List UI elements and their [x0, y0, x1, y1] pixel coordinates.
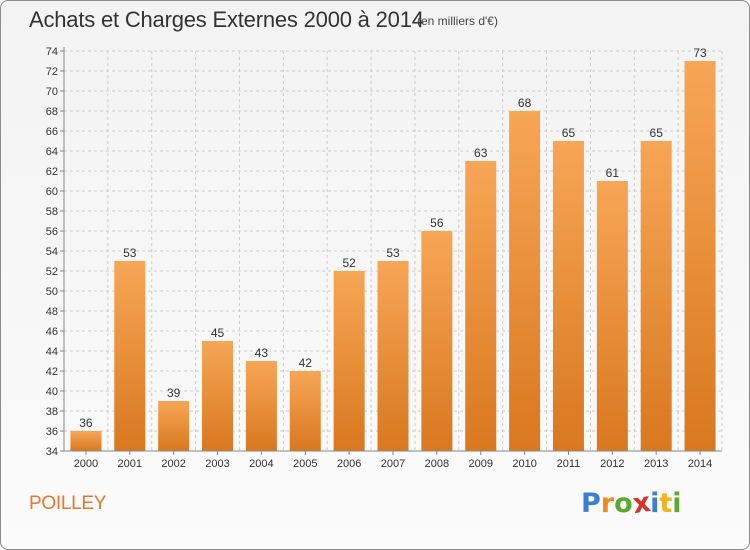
data-label: 36	[79, 416, 93, 430]
y-tick-label: 58	[46, 206, 58, 218]
bar	[509, 111, 541, 451]
data-label: 43	[255, 346, 269, 360]
chart-title: Achats et Charges Externes 2000 à 2014	[29, 7, 424, 32]
labels: 36 53 39 45 43 42 52 53 56 63 68 65 61 65 73	[79, 46, 707, 430]
data-label: 61	[606, 166, 620, 180]
bar	[114, 261, 146, 451]
logo-letter: i	[650, 488, 660, 519]
bar	[289, 371, 321, 451]
x-tick-label: 2011	[557, 458, 581, 470]
y-tick-label: 62	[46, 166, 58, 178]
y-tick-label: 68	[46, 106, 58, 118]
x-tick-label: 2013	[644, 458, 668, 470]
logo-letter: P	[581, 488, 601, 519]
data-label: 45	[211, 326, 225, 340]
bar	[245, 361, 277, 451]
x-tick-label: 2001	[118, 458, 142, 470]
y-tick-label: 48	[46, 306, 58, 318]
x-tick-label: 2008	[425, 458, 449, 470]
y-tick-label: 44	[46, 346, 58, 358]
y-tick-label: 42	[46, 366, 58, 378]
y-tick-label: 60	[46, 186, 58, 198]
logo-letter: o	[614, 488, 633, 519]
y-tick-label: 64	[46, 146, 58, 158]
x-tick-label: 2003	[205, 458, 229, 470]
data-label: 65	[562, 126, 576, 140]
commune-name: POILLEY	[29, 493, 107, 514]
y-tick-label: 74	[46, 46, 58, 58]
bar	[158, 401, 190, 451]
bar	[202, 341, 234, 451]
data-label: 63	[474, 146, 488, 160]
data-label: 53	[123, 246, 137, 260]
proxiti-logo: Proxiti	[581, 486, 682, 521]
data-label: 73	[693, 46, 707, 60]
axes: 34 36 38 40 42 44 46 48 50 52 54 56 58 60 62 64 66 68 70 72…	[46, 46, 722, 470]
data-label: 52	[342, 256, 356, 270]
bar	[684, 61, 716, 451]
y-tick-label: 66	[46, 126, 58, 138]
bar	[465, 161, 497, 451]
y-tick-label: 70	[46, 86, 58, 98]
x-tick-label: 2010	[512, 458, 536, 470]
x-tick-label: 2005	[293, 458, 317, 470]
x-tick-label: 2006	[337, 458, 361, 470]
x-tick-label: 2014	[688, 458, 712, 470]
data-label: 42	[299, 356, 313, 370]
y-tick-label: 56	[46, 226, 58, 238]
data-label: 39	[167, 386, 181, 400]
x-tick-label: 2007	[381, 458, 405, 470]
y-tick-label: 50	[46, 286, 58, 298]
bar	[552, 141, 584, 451]
y-tick-label: 36	[46, 426, 58, 438]
bar	[70, 431, 102, 451]
data-label: 53	[386, 246, 400, 260]
logo-letter: t	[659, 488, 673, 519]
logo-letter: x	[630, 486, 653, 521]
bar	[421, 231, 453, 451]
chart-subtitle: (en milliers d'€)	[417, 14, 498, 28]
bar	[640, 141, 672, 451]
y-tick-label: 34	[46, 446, 58, 458]
bars	[70, 61, 716, 451]
y-tick-label: 40	[46, 386, 58, 398]
y-tick-label: 38	[46, 406, 58, 418]
y-tick-label: 72	[46, 66, 58, 78]
x-tick-label: 2000	[74, 458, 98, 470]
bar	[596, 181, 628, 451]
y-tick-label: 54	[46, 246, 58, 258]
data-label: 68	[518, 96, 532, 110]
bar	[377, 261, 409, 451]
bar	[333, 271, 365, 451]
data-label: 56	[430, 216, 444, 230]
y-tick-label: 52	[46, 266, 58, 278]
x-tick-label: 2012	[600, 458, 624, 470]
x-tick-label: 2009	[468, 458, 492, 470]
y-tick-label: 46	[46, 326, 58, 338]
x-tick-label: 2004	[249, 458, 273, 470]
data-label: 65	[650, 126, 664, 140]
logo-letter: i	[672, 488, 682, 519]
x-tick-label: 2002	[161, 458, 185, 470]
logo-letter: r	[600, 488, 615, 519]
